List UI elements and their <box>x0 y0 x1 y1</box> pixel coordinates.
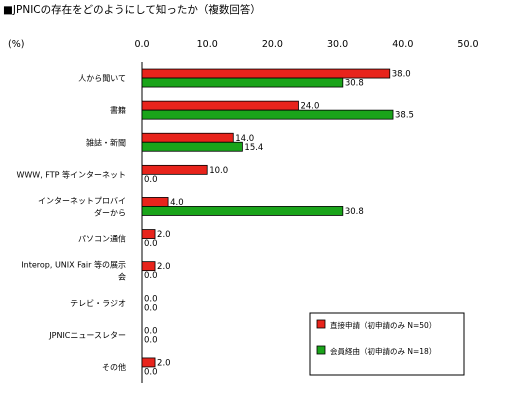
data-label: 0.0 <box>144 335 158 345</box>
x-tick-label: 20.0 <box>262 39 283 50</box>
category-label: 書籍 <box>110 105 126 115</box>
bar <box>141 229 156 239</box>
data-label: 30.8 <box>345 79 364 89</box>
data-label: 30.8 <box>345 207 364 217</box>
category-label: 雑誌・新聞 <box>86 137 126 147</box>
category-label: テレビ・ラジオ <box>70 299 126 308</box>
bar <box>141 141 243 152</box>
category-label: 人から聞いて <box>78 74 126 83</box>
data-label: 0.0 <box>144 294 158 304</box>
legend-swatch <box>316 345 326 355</box>
x-tick-label: 50.0 <box>457 39 478 50</box>
bar <box>141 109 394 120</box>
x-tick-label: 30.0 <box>327 39 348 50</box>
legend: 直接申請（初申請のみ N=50） 会員経由（初申請のみ N=18） <box>309 312 465 376</box>
category-label: 会 <box>118 272 126 282</box>
data-label: 2.0 <box>157 262 171 272</box>
legend-label: 直接申請（初申請のみ N=50） <box>330 320 436 330</box>
x-tick-label: 0.0 <box>134 39 149 50</box>
data-label: 0.0 <box>144 326 158 336</box>
data-label: 38.0 <box>392 70 411 80</box>
bar <box>141 100 299 111</box>
legend-box <box>309 312 465 376</box>
data-label: 14.0 <box>235 134 254 144</box>
bar <box>141 206 344 216</box>
data-label: 38.5 <box>395 111 414 121</box>
category-label: ダーから <box>94 207 126 217</box>
bar <box>141 197 169 207</box>
x-tick-label: 10.0 <box>197 39 218 50</box>
bar <box>141 77 344 88</box>
category-label: JPNICニュースレター <box>48 331 126 340</box>
legend-label: 会員経由（初申請のみ N=18） <box>330 346 436 356</box>
data-label: 0.0 <box>144 175 158 185</box>
data-label: 0.0 <box>144 271 158 281</box>
bar <box>141 357 156 368</box>
bar <box>141 261 156 272</box>
category-label: WWW, FTP 等インターネット <box>16 169 126 179</box>
bar <box>141 132 234 143</box>
x-tick-label: 40.0 <box>392 39 413 50</box>
category-label: パソコン通信 <box>78 234 126 244</box>
data-label: 0.0 <box>144 303 158 313</box>
data-label: 0.0 <box>144 367 158 377</box>
data-label: 2.0 <box>157 230 171 240</box>
category-label: Interop, UNIX Fair 等の展示 <box>21 260 126 270</box>
data-label: 4.0 <box>170 198 184 208</box>
bar <box>141 164 208 175</box>
chart-title: ■JPNICの存在をどのようにして知ったか（複数回答） <box>3 3 261 16</box>
data-label: 15.4 <box>244 143 263 153</box>
legend-swatch <box>316 319 326 329</box>
data-label: 10.0 <box>209 166 228 176</box>
data-label: 0.0 <box>144 239 158 249</box>
bars: 38.0 30.8 24.0 38.5 14.015.4 10.0 0.0 4.0 30.8 2.… <box>141 68 414 377</box>
category-label: その他 <box>102 362 126 372</box>
unit-label: (%) <box>8 39 24 50</box>
data-label: 24.0 <box>300 102 319 112</box>
bar <box>141 68 391 79</box>
data-label: 2.0 <box>157 358 171 368</box>
category-label: インターネットプロバイ <box>38 196 126 205</box>
